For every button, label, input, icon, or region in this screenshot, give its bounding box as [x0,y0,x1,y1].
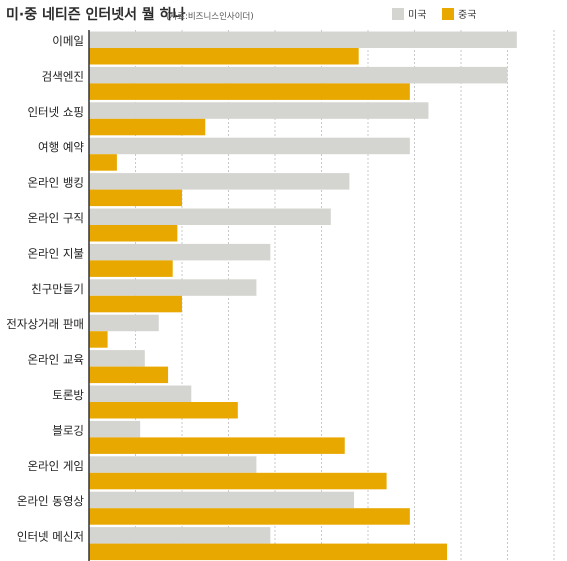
category-label: 여행 예약 [38,140,84,154]
bar-us [89,350,145,367]
bar-us [89,31,517,48]
bar-china [89,118,206,136]
category-label: 친구만들기 [31,282,84,296]
bar-china [89,508,410,525]
bar-china [89,437,345,454]
bar-china [89,366,169,384]
legend-label-china: 중국 [458,9,476,21]
legend-label-us: 미국 [408,9,426,21]
bar-china [89,154,117,171]
bar-china [89,295,182,313]
category-label: 인터넷 쇼핑 [27,105,84,119]
bar-china [89,543,448,561]
category-label: 토론방 [52,388,84,402]
bar-us [89,491,355,509]
category-label: 온라인 구직 [27,211,84,225]
bar-china [89,225,178,242]
legend-swatch-us [392,8,404,20]
chart-title: 미·중 네티즌 인터넷서 뭘 하나 [6,6,185,23]
bar-us [89,527,271,544]
bar-us [89,385,192,402]
category-label: 온라인 지불 [27,246,84,260]
bar-us [89,420,141,438]
category-label: 온라인 뱅킹 [27,176,84,190]
bar-us [89,102,429,119]
bar-us [89,456,257,473]
category-label: 이메일 [52,34,84,48]
legend-swatch-china [442,8,454,20]
bar-china [89,260,173,277]
bar-china [89,83,410,100]
bar-us [89,173,350,190]
category-label: 인터넷 메신저 [17,530,84,544]
chart-source: (자료:비즈니스인사이더) [166,11,254,22]
bar-us [89,279,257,296]
category-label: 온라인 교육 [27,353,84,367]
bar-us [89,137,410,155]
category-label: 블로깅 [52,423,84,437]
bar-china [89,402,238,419]
bar-us [89,243,271,261]
category-label: 전자상거래 판매 [6,317,84,331]
category-label: 검색엔진 [42,69,84,83]
bar-us [89,66,508,84]
bar-us [89,208,331,225]
category-label: 온라인 게임 [27,459,84,473]
bar-china [89,189,182,207]
bar-china [89,472,387,490]
category-label: 온라인 동영상 [17,494,85,508]
bar-china [89,331,108,348]
bar-china [89,48,359,65]
bar-us [89,314,159,332]
bars [89,31,517,561]
